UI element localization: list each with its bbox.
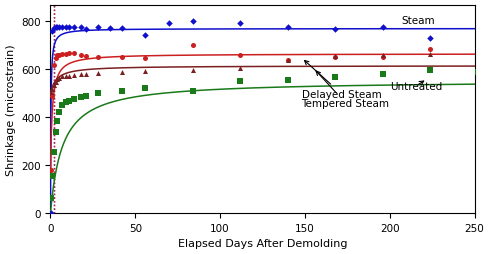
Point [118, 89, 125, 93]
Point [50, 27, 58, 31]
Text: Delayed Steam: Delayed Steam [301, 61, 381, 99]
Point [118, 26, 125, 30]
Point [82, 27, 90, 31]
Point [58, 25, 66, 29]
Point [50, 150, 58, 154]
Point [53, 78, 61, 82]
Point [77, 96, 85, 100]
Point [474, 70, 482, 74]
Point [70, 26, 78, 30]
Point [50, 84, 58, 88]
Point [237, 54, 245, 58]
Point [53, 25, 61, 29]
Point [65, 26, 73, 30]
Point [106, 26, 114, 30]
Point [65, 100, 73, 104]
X-axis label: Elapsed Days After Demolding: Elapsed Days After Demolding [178, 239, 347, 248]
Point [474, 54, 482, 58]
Point [474, 27, 482, 31]
Point [142, 87, 149, 91]
Point [379, 26, 387, 30]
Point [189, 69, 197, 73]
Point [94, 56, 102, 60]
Point [70, 52, 78, 56]
Point [77, 26, 85, 30]
Point [237, 67, 245, 71]
Point [284, 79, 292, 83]
Point [284, 59, 292, 63]
Text: Tempered Steam: Tempered Steam [301, 72, 390, 108]
Point [165, 21, 173, 25]
Point [82, 55, 90, 59]
Point [62, 101, 70, 105]
Text: Steam: Steam [402, 16, 435, 26]
Y-axis label: Shrinkage (microstrain): Shrinkage (microstrain) [5, 44, 16, 175]
Point [118, 70, 125, 74]
Point [189, 90, 197, 94]
Point [118, 56, 125, 60]
Point [237, 80, 245, 84]
Point [51, 130, 59, 134]
Point [237, 21, 245, 25]
Point [58, 75, 66, 79]
Point [48, 88, 56, 92]
Point [142, 70, 149, 74]
Point [55, 76, 63, 81]
Point [426, 37, 434, 41]
Point [142, 57, 149, 61]
Point [379, 54, 387, 58]
Point [379, 73, 387, 77]
Point [53, 54, 61, 58]
Point [426, 53, 434, 57]
Point [142, 34, 149, 38]
Point [77, 73, 85, 77]
Point [48, 174, 56, 178]
Point [82, 72, 90, 76]
Point [94, 92, 102, 96]
Point [58, 53, 66, 57]
Point [65, 74, 73, 78]
Point [332, 27, 340, 31]
Point [50, 63, 58, 67]
Point [65, 52, 73, 56]
Point [189, 20, 197, 24]
Point [94, 26, 102, 30]
Point [82, 94, 90, 98]
Point [48, 94, 56, 98]
Point [55, 54, 63, 58]
Point [55, 111, 63, 115]
Point [47, 211, 55, 215]
Point [332, 55, 340, 59]
Point [53, 119, 61, 123]
Point [70, 73, 78, 77]
Point [426, 48, 434, 52]
Point [474, 52, 482, 56]
Point [62, 26, 70, 30]
Point [284, 58, 292, 62]
Point [332, 76, 340, 80]
Point [55, 25, 63, 29]
Point [47, 168, 55, 172]
Point [51, 57, 59, 61]
Point [379, 56, 387, 60]
Point [70, 98, 78, 102]
Point [94, 72, 102, 76]
Point [284, 26, 292, 30]
Point [47, 196, 55, 200]
Point [189, 44, 197, 48]
Point [77, 54, 85, 58]
Text: Untreated: Untreated [390, 82, 442, 92]
Point [51, 81, 59, 85]
Point [58, 104, 66, 108]
Point [48, 30, 56, 34]
Point [332, 56, 340, 60]
Point [47, 91, 55, 95]
Point [51, 26, 59, 30]
Point [62, 53, 70, 57]
Point [62, 75, 70, 79]
Point [426, 69, 434, 73]
